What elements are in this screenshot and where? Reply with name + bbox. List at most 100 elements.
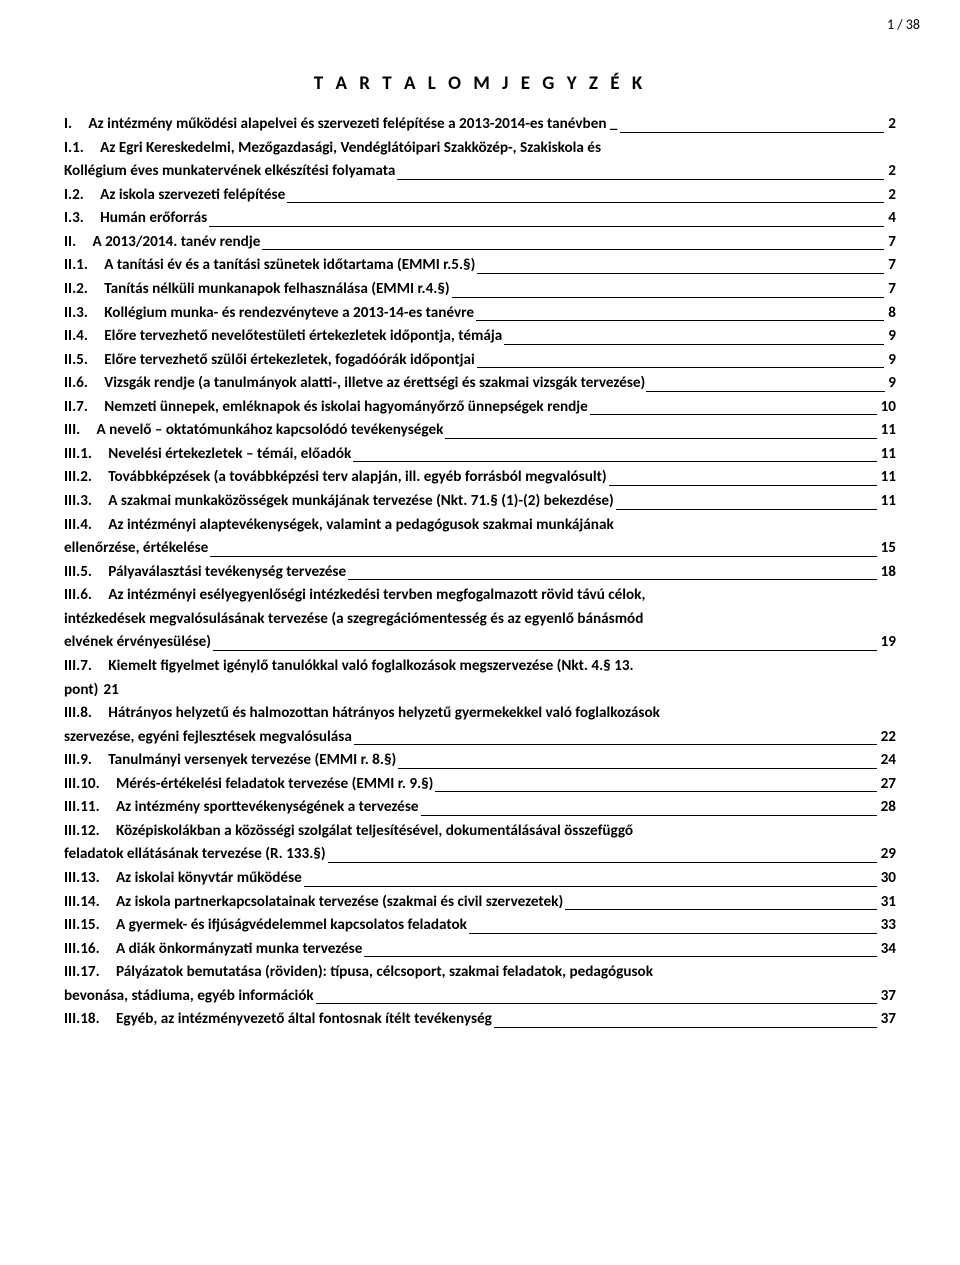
toc-leader <box>287 202 884 203</box>
toc-leader <box>421 815 877 816</box>
toc-text: feladatok ellátásának tervezése (R. 133.… <box>64 843 326 867</box>
toc-text: A 2013/2014. tanév rendje <box>82 231 260 255</box>
toc-leader <box>565 909 876 910</box>
toc-line: II. A 2013/2014. tanév rendje7 <box>64 231 896 255</box>
toc-num: II.4. <box>64 325 94 349</box>
toc-line: feladatok ellátásának tervezése (R. 133.… <box>64 843 896 867</box>
toc-entry: III.18. Egyéb, az intézményvezető által … <box>64 1008 896 1032</box>
toc-entry: II.2. Tanítás nélküli munkanapok felhasz… <box>64 278 896 302</box>
toc-line: Kollégium éves munkatervének elkészítési… <box>64 160 896 184</box>
toc-page: 15 <box>879 537 896 561</box>
toc-entry: III.12. Középiskolákban a közösségi szol… <box>64 820 896 867</box>
toc-page: 7 <box>886 254 896 278</box>
toc-entry: III.16. A diák önkormányzati munka terve… <box>64 938 896 962</box>
toc-text: Nevelési értekezletek – témái, előadók <box>98 443 351 467</box>
toc-page: 9 <box>886 349 896 373</box>
toc-num: III.4. <box>64 514 98 538</box>
toc-page: 4 <box>886 207 896 231</box>
toc-line: II.3. Kollégium munka- és rendezvényteve… <box>64 302 896 326</box>
toc-line: III.17. Pályázatok bemutatása (röviden):… <box>64 961 896 985</box>
toc-page: 9 <box>886 325 896 349</box>
toc-text: Pályázatok bemutatása (röviden): típusa,… <box>106 961 653 985</box>
toc-text: Az Egri Kereskedelmi, Mezőgazdasági, Ven… <box>90 137 601 161</box>
toc-entry: III.8. Hátrányos helyzetű és halmozottan… <box>64 702 896 749</box>
toc-leader <box>609 485 877 486</box>
toc-line: elvének érvényesülése)19 <box>64 631 896 655</box>
toc-entry: III.4. Az intézményi alaptevékenységek, … <box>64 514 896 561</box>
toc-num: III.13. <box>64 867 106 891</box>
toc-page: 22 <box>879 726 896 750</box>
toc-text: bevonása, stádiuma, egyéb információk <box>64 985 314 1009</box>
toc-text: Előre tervezhető nevelőtestületi értekez… <box>94 325 502 349</box>
toc-leader <box>616 509 877 510</box>
toc-page: 2 <box>886 160 896 184</box>
toc-line: II.1. A tanítási év és a tanítási szünet… <box>64 254 896 278</box>
toc-leader <box>469 933 877 934</box>
toc-entry: III. A nevelő – oktatómunkához kapcsolód… <box>64 419 896 443</box>
toc-leader <box>328 862 877 863</box>
toc-line: II.6. Vizsgák rendje (a tanulmányok alat… <box>64 372 896 396</box>
toc-page: 34 <box>879 938 896 962</box>
toc-line: III.7. Kiemelt figyelmet igénylő tanulók… <box>64 655 896 679</box>
toc-text: szervezése, egyéni fejlesztések megvalós… <box>64 726 352 750</box>
toc-page: 2 <box>886 113 896 137</box>
toc-text: A gyermek- és ifjúságvédelemmel kapcsola… <box>106 914 467 938</box>
toc-line: III.10. Mérés-értékelési feladatok terve… <box>64 773 896 797</box>
toc-entry: III.5. Pályaválasztási tevékenység terve… <box>64 561 896 585</box>
toc-line: II.7. Nemzeti ünnepek, emléknapok és isk… <box>64 396 896 420</box>
toc-num: III.1. <box>64 443 98 467</box>
toc-entry: III.1. Nevelési értekezletek – témái, el… <box>64 443 896 467</box>
toc-leader <box>262 249 884 250</box>
toc-num: III.17. <box>64 961 106 985</box>
toc-entry: III.6. Az intézményi esélyegyenlőségi in… <box>64 584 896 655</box>
toc-num: III. <box>64 419 86 443</box>
toc-line: III.5. Pályaválasztási tevékenység terve… <box>64 561 896 585</box>
toc-entry: II.4. Előre tervezhető nevelőtestületi é… <box>64 325 896 349</box>
toc-num: I. <box>64 113 78 137</box>
toc-text: Nemzeti ünnepek, emléknapok és iskolai h… <box>94 396 588 420</box>
toc-line: III.15. A gyermek- és ifjúságvédelemmel … <box>64 914 896 938</box>
toc-text: ellenőrzése, értékelése <box>64 537 208 561</box>
toc-num: III.15. <box>64 914 106 938</box>
toc-num: II. <box>64 231 82 255</box>
toc-leader <box>397 179 884 180</box>
toc-line: III.11. Az intézmény sporttevékenységéne… <box>64 796 896 820</box>
toc-text: Kollégium munka- és rendezvényteve a 201… <box>94 302 474 326</box>
toc-text: Hátrányos helyzetű és halmozottan hátrán… <box>98 702 660 726</box>
toc-page: 37 <box>879 1008 896 1032</box>
toc-text: Vizsgák rendje (a tanulmányok alatti-, i… <box>94 372 645 396</box>
table-of-contents: I. Az intézmény működési alapelvei és sz… <box>64 113 896 1032</box>
toc-page: 28 <box>879 796 896 820</box>
toc-text: Középiskolákban a közösségi szolgálat te… <box>106 820 633 844</box>
toc-text: Az iskola szervezeti felépítése <box>90 184 285 208</box>
toc-entry: I.3. Humán erőforrás4 <box>64 207 896 231</box>
toc-text: A diák önkormányzati munka tervezése <box>106 938 363 962</box>
toc-num: III.16. <box>64 938 106 962</box>
toc-text: Az iskola partnerkapcsolatainak tervezés… <box>106 891 564 915</box>
toc-line: III.12. Középiskolákban a közösségi szol… <box>64 820 896 844</box>
toc-entry: III.14. Az iskola partnerkapcsolatainak … <box>64 891 896 915</box>
toc-num: III.9. <box>64 749 98 773</box>
toc-text: elvének érvényesülése) <box>64 631 211 655</box>
toc-text: intézkedések megvalósulásának tervezése … <box>64 608 643 632</box>
toc-num: III.3. <box>64 490 98 514</box>
toc-line: III.1. Nevelési értekezletek – témái, el… <box>64 443 896 467</box>
toc-num: I.1. <box>64 137 90 161</box>
toc-line: II.5. Előre tervezhető szülői értekezlet… <box>64 349 896 373</box>
toc-page: 24 <box>879 749 896 773</box>
toc-num: II.3. <box>64 302 94 326</box>
toc-text: Tanítás nélküli munkanapok felhasználása… <box>94 278 450 302</box>
page-number: 1 / 38 <box>887 16 920 33</box>
toc-entry: III.15. A gyermek- és ifjúságvédelemmel … <box>64 914 896 938</box>
toc-line: II.4. Előre tervezhető nevelőtestületi é… <box>64 325 896 349</box>
toc-page: 33 <box>879 914 896 938</box>
toc-num: II.6. <box>64 372 94 396</box>
toc-page: 7 <box>886 278 896 302</box>
toc-page: 2 <box>886 184 896 208</box>
toc-text: Kollégium éves munkatervének elkészítési… <box>64 160 395 184</box>
toc-line: III.8. Hátrányos helyzetű és halmozottan… <box>64 702 896 726</box>
toc-entry: III.2. Továbbképzések (a továbbképzési t… <box>64 466 896 490</box>
toc-leader <box>353 461 876 462</box>
toc-line: III.6. Az intézményi esélyegyenlőségi in… <box>64 584 896 608</box>
toc-line: bevonása, stádiuma, egyéb információk37 <box>64 985 896 1009</box>
